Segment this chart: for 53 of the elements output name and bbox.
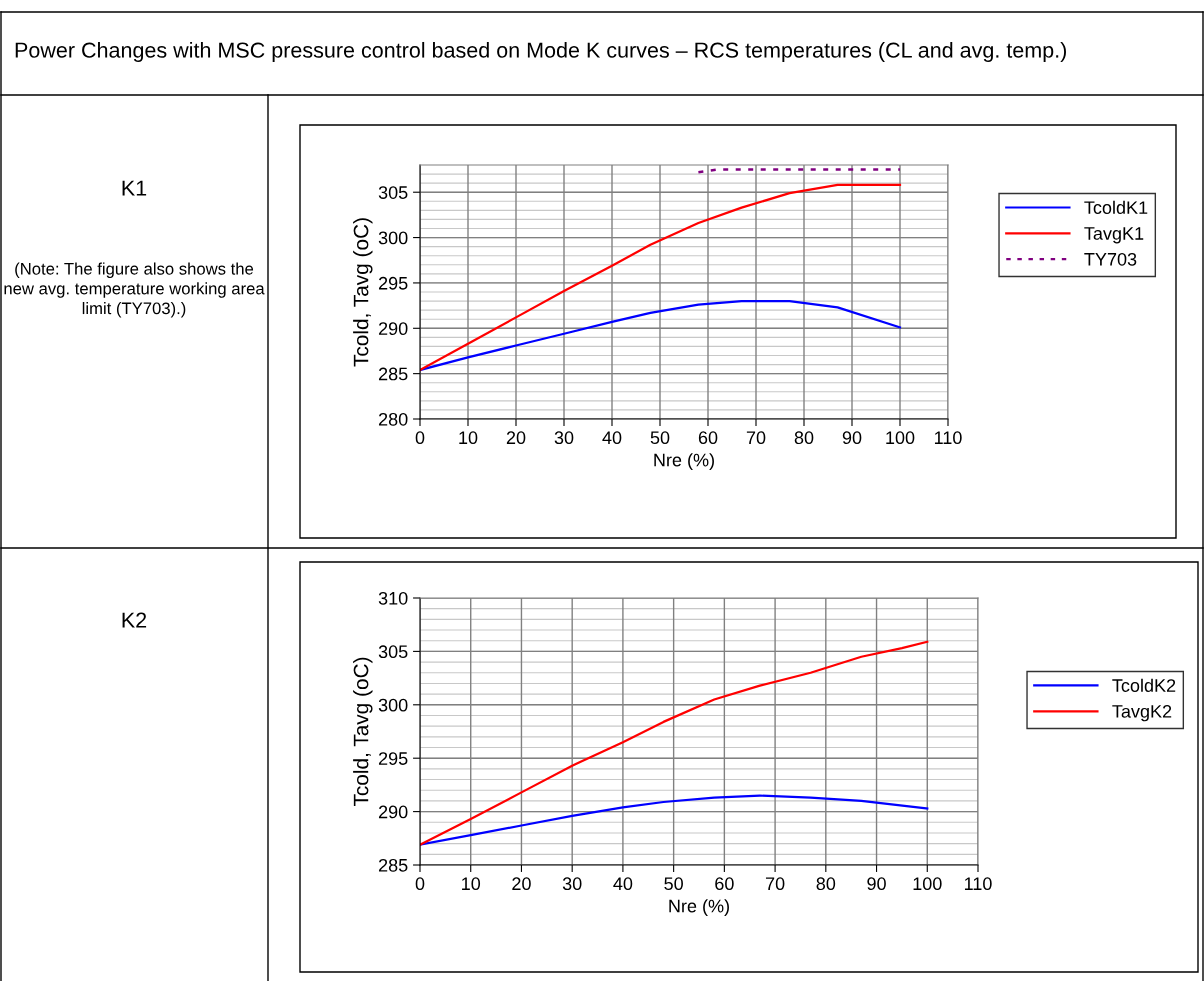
line-series [420,640,929,846]
y-tick-label: 285 [378,858,408,872]
x-tick-label: 20 [506,431,526,445]
x-tick-label: 110 [964,877,992,891]
x-tick-label: 0 [415,877,425,891]
x-tick-label: 40 [613,877,633,891]
x-tick-label: 80 [794,431,814,445]
x-tick-label: 80 [816,877,836,891]
x-tick-label: 40 [602,431,622,445]
chart-title: Power Changes with MSC pressure control based on Mode K curves – RCS temperatures (CL and avg. temp.) [15,41,1066,63]
line-series [420,794,929,846]
y-tick-label: 310 [378,591,408,605]
y-tick-label: 305 [378,645,408,659]
x-tick-label: 100 [886,431,915,445]
y-tick-label: 280 [378,412,408,426]
x-tick-label: 70 [765,877,785,891]
x-tick-label: 20 [512,877,531,891]
x-tick-label: 30 [554,431,574,445]
x-tick-label: 90 [842,431,862,445]
x-tick-label: 10 [459,431,478,445]
x-tick-label: 30 [562,877,582,891]
x-tick-label: 100 [913,877,942,891]
x-axis-title: Nre (%) [669,899,729,917]
x-tick-label: 50 [664,877,683,891]
line-series [420,183,902,372]
y-tick-label: 295 [378,276,408,290]
legend-label: TavgK2 [1112,704,1172,722]
y-axis-title: Tcold, Tavg (oC) [353,657,373,807]
y-tick-label: 290 [378,805,408,819]
y-tick-label: 285 [378,367,408,381]
x-tick-label: 60 [698,431,718,445]
x-tick-label: 10 [462,877,481,891]
legend-label: TY703 [1084,252,1137,266]
y-tick-label: 290 [378,322,408,336]
x-tick-label: 70 [746,431,766,445]
x-tick-label: 0 [415,431,425,445]
line-series [420,299,902,372]
x-tick-label: 60 [715,877,734,891]
y-tick-label: 300 [378,698,408,712]
legend-label: TavgK1 [1084,227,1144,244]
text: K1 [122,180,147,196]
x-axis-title: Nre (%) [654,453,714,471]
legend-label: TcoldK2 [1112,678,1176,692]
y-tick-label: 300 [378,231,408,245]
x-tick-label: 90 [867,877,886,891]
legend-label: TcoldK1 [1084,200,1148,214]
y-tick-label: 305 [378,186,408,199]
text: K2 [122,612,147,628]
x-tick-label: 50 [650,431,670,445]
y-tick-label: 295 [378,752,408,765]
y-axis-title: Tcold, Tavg (oC) [353,218,373,367]
x-tick-label: 110 [934,431,962,445]
text: (Note: The figure also shows the new avg. temperature working area limit (TY703).) [4,262,265,318]
